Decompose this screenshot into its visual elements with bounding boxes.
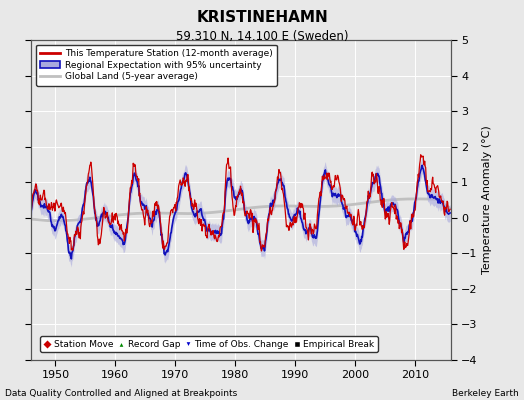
Text: KRISTINEHAMN: KRISTINEHAMN — [196, 10, 328, 25]
Legend: Station Move, Record Gap, Time of Obs. Change, Empirical Break: Station Move, Record Gap, Time of Obs. C… — [40, 336, 378, 352]
Text: Data Quality Controlled and Aligned at Breakpoints: Data Quality Controlled and Aligned at B… — [5, 389, 237, 398]
Text: Berkeley Earth: Berkeley Earth — [452, 389, 519, 398]
Text: 59.310 N, 14.100 E (Sweden): 59.310 N, 14.100 E (Sweden) — [176, 30, 348, 43]
Y-axis label: Temperature Anomaly (°C): Temperature Anomaly (°C) — [482, 126, 492, 274]
